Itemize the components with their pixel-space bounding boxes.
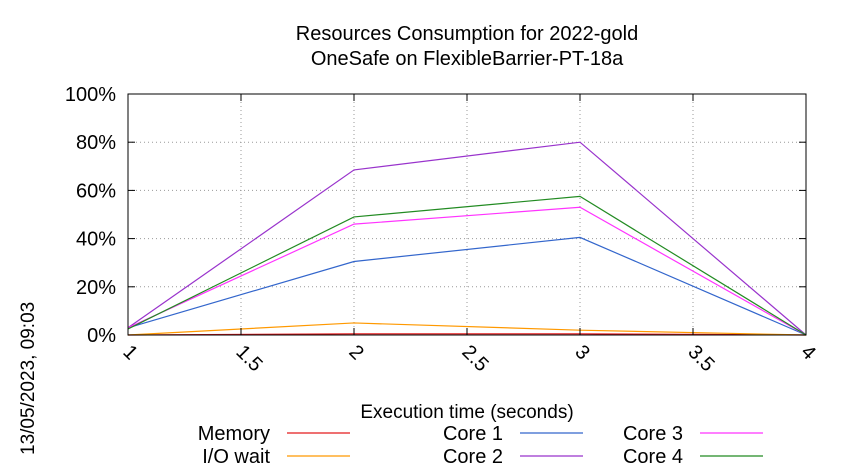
timestamp-label: 13/05/2023, 09:03 — [18, 302, 39, 455]
x-axis-label: Execution time (seconds) — [360, 402, 573, 423]
y-tick-label: 20% — [76, 277, 116, 299]
series-line-core-2 — [127, 141, 807, 336]
x-tick-label: 1.5 — [231, 341, 266, 376]
y-tick-label: 40% — [76, 229, 116, 251]
x-tick-label: 1 — [118, 341, 141, 364]
y-tick-label: 0% — [87, 325, 116, 347]
series-line-core-1 — [127, 236, 807, 336]
legend-label: Core 2 — [443, 446, 503, 468]
chart-title: Resources Consumption for 2022-gold — [296, 23, 638, 45]
series-line-core-3 — [127, 206, 807, 336]
y-tick-label: 60% — [76, 180, 116, 202]
series-line-core-4 — [127, 195, 807, 336]
x-tick-label: 3 — [570, 341, 593, 364]
y-ticks: 0% 20% 40% 60% 80% 100% — [65, 84, 806, 347]
x-tick-label: 4 — [796, 341, 819, 364]
legend-label: I/O wait — [202, 446, 270, 468]
y-tick-label: 80% — [76, 132, 116, 154]
x-tick-label: 2 — [344, 341, 367, 364]
legend-label: Memory — [198, 423, 270, 445]
y-tick-label: 100% — [65, 84, 116, 106]
legend-label: Core 3 — [623, 423, 683, 445]
grid — [128, 94, 806, 335]
chart-subtitle: OneSafe on FlexibleBarrier-PT-18a — [311, 48, 624, 70]
x-tick-label: 2.5 — [457, 341, 492, 376]
legend-label: Core 1 — [443, 423, 503, 445]
legend-label: Core 4 — [623, 446, 683, 468]
x-tick-label: 3.5 — [683, 341, 718, 376]
